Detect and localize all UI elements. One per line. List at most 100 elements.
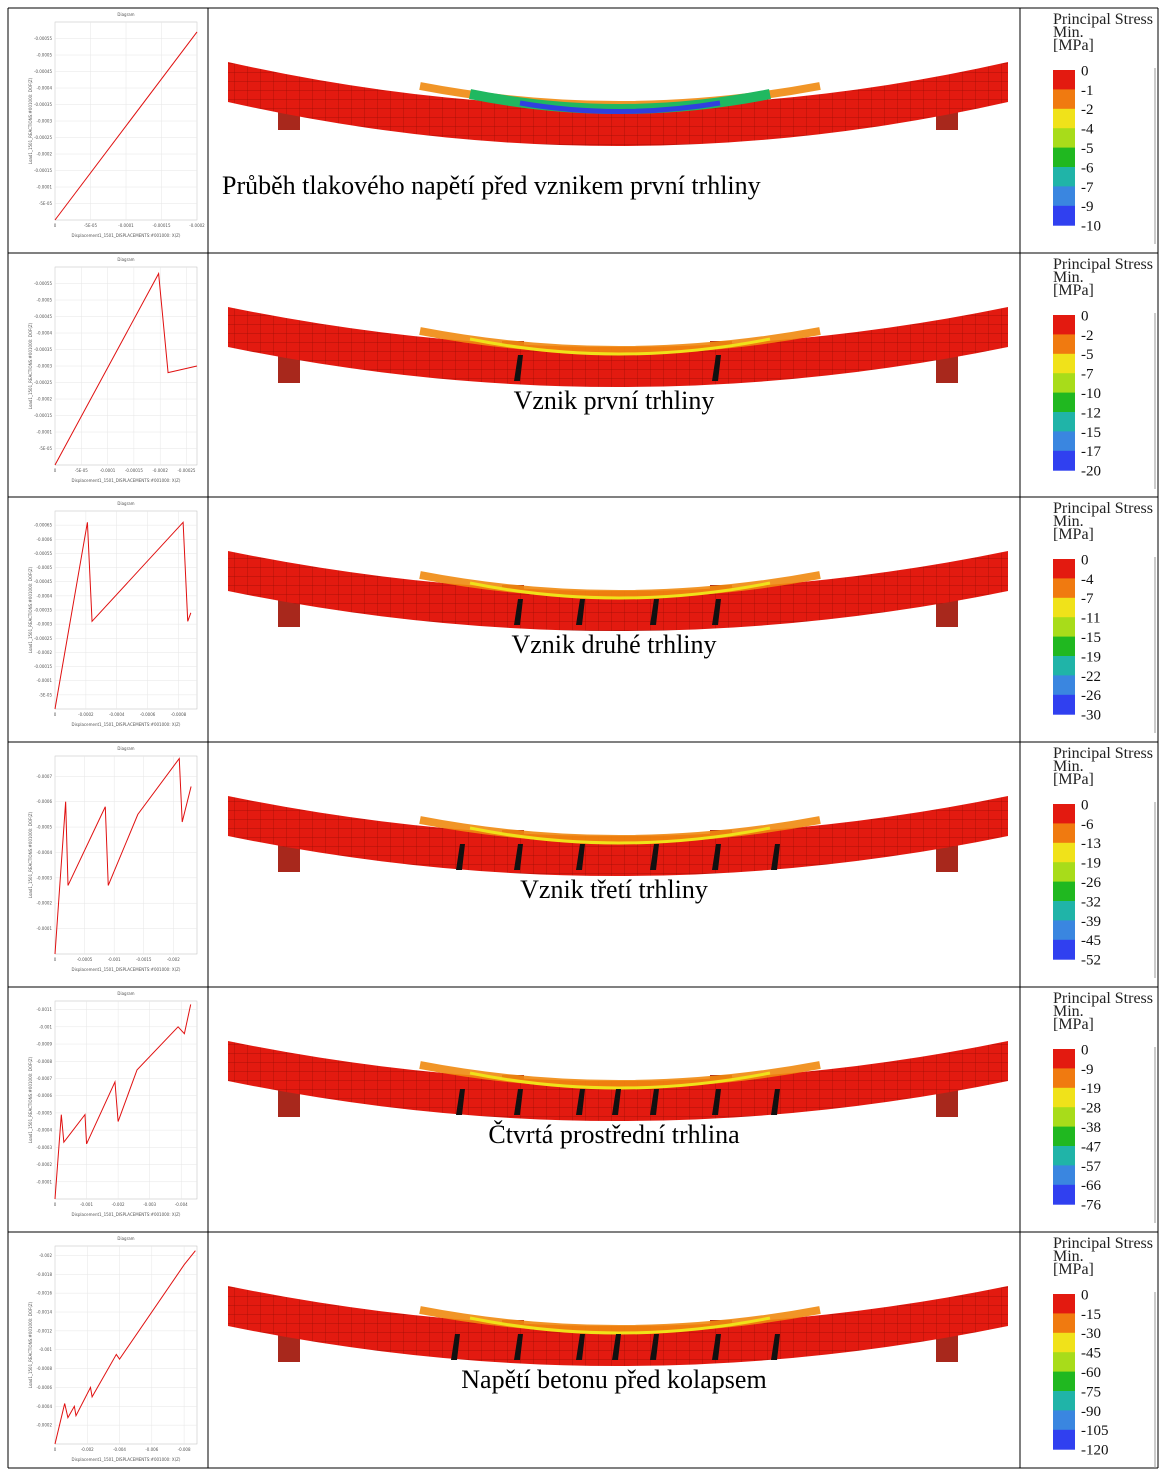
legend-value: -30: [1081, 708, 1101, 724]
x-tick-label: -0.0015: [136, 957, 152, 962]
legend-title: [MPa]: [1053, 1261, 1094, 1278]
y-tick-label: -0.00055: [34, 36, 52, 41]
y-tick-label: -0.0016: [37, 1291, 53, 1296]
legend-title: [MPa]: [1053, 1016, 1094, 1033]
legend-value: -9: [1081, 1062, 1094, 1078]
x-tick-label: -0.003: [143, 1202, 156, 1207]
x-tick-label: -0.00015: [153, 223, 171, 228]
y-tick-label: -5E-05: [39, 446, 53, 451]
y-tick-label: -0.00025: [34, 636, 52, 641]
y-tick-label: -0.0007: [37, 774, 53, 779]
y-tick-label: -5E-05: [39, 692, 53, 697]
legend-swatch: [1053, 128, 1075, 148]
y-tick-label: -0.00015: [34, 168, 52, 173]
y-tick-label: -0.0005: [37, 298, 53, 303]
legend-swatch: [1053, 315, 1075, 335]
caption: Průběh tlakového napětí před vznikem prv…: [222, 171, 761, 200]
y-tick-label: -0.00035: [34, 608, 52, 613]
x-axis-label: Displacement1_1501_DISPLACEMENTS:#001000…: [72, 478, 181, 483]
legend-swatch: [1053, 1430, 1075, 1450]
x-tick-label: -0.0008: [171, 712, 187, 717]
y-tick-label: -0.0006: [37, 537, 53, 542]
legend-value: -9: [1081, 199, 1094, 215]
row: DiagramDisplacement1_1501_DISPLACEMENTS:…: [28, 500, 1155, 733]
legend-swatch: [1053, 148, 1075, 168]
x-axis-label: Displacement1_1501_DISPLACEMENTS:#001000…: [72, 1212, 181, 1217]
legend-value: -66: [1081, 1178, 1101, 1194]
caption: Vznik první trhliny: [514, 386, 715, 415]
legend-value: -19: [1081, 1081, 1101, 1097]
legend-swatch: [1053, 617, 1075, 637]
y-tick-label: -0.0012: [37, 1328, 53, 1333]
y-tick-label: -0.0005: [37, 565, 53, 570]
legend-value: -60: [1081, 1365, 1101, 1381]
y-tick-label: -5E-05: [39, 201, 53, 206]
row: Diagram Displacement1_1501_DISPLACEMENTS:…: [28, 990, 1155, 1223]
x-tick-label: 0: [54, 468, 57, 473]
x-tick-label: -5E-05: [84, 223, 98, 228]
x-tick-label: -0.001: [80, 1202, 93, 1207]
y-tick-label: -0.00035: [34, 102, 52, 107]
legend-swatch: [1053, 1294, 1075, 1314]
x-tick-label: -0.00015: [125, 468, 143, 473]
legend-swatch: [1053, 862, 1075, 882]
legend-swatch: [1053, 920, 1075, 940]
legend-value: -15: [1081, 1307, 1101, 1323]
x-tick-label: -0.00025: [177, 468, 195, 473]
diagram-title: Diagram: [117, 257, 134, 262]
legend-swatch: [1053, 431, 1075, 451]
x-tick-label: -0.0002: [78, 712, 94, 717]
x-axis-label: Displacement1_1501_DISPLACEMENTS:#001000…: [72, 233, 181, 238]
legend-swatch: [1053, 451, 1075, 471]
legend: Principal StressMin.[MPa]0-4-7-11-15-19-…: [1053, 500, 1155, 733]
legend-title: [MPa]: [1053, 771, 1094, 788]
x-tick-label: -0.0005: [77, 957, 93, 962]
legend-value: -10: [1081, 386, 1101, 402]
legend-value: -45: [1081, 1346, 1101, 1362]
legend-swatch: [1053, 334, 1075, 354]
legend-value: -19: [1081, 649, 1101, 665]
y-tick-label: -0.00055: [34, 551, 52, 556]
legend-swatch: [1053, 167, 1075, 187]
caption: Čtvrtá prostřední trhlina: [488, 1120, 740, 1149]
legend-value: -17: [1081, 444, 1101, 460]
x-tick-label: 0: [54, 957, 57, 962]
y-axis-label: Load1_1501_REACTIONS:#001000: DOF(Z): [28, 811, 33, 898]
x-tick-label: -0.002: [112, 1202, 125, 1207]
y-tick-label: -0.0006: [37, 1385, 53, 1390]
legend-value: -10: [1081, 219, 1101, 235]
legend-title: [MPa]: [1053, 37, 1094, 54]
y-tick-label: -0.0018: [37, 1272, 53, 1277]
row: DiagramDisplacement1_1501_DISPLACEMENTS:…: [28, 11, 1155, 244]
legend-swatch: [1053, 823, 1075, 843]
legend-value: -105: [1081, 1423, 1109, 1439]
legend-value: -26: [1081, 688, 1101, 704]
diagram-title: Diagram: [117, 1236, 134, 1241]
x-tick-label: -5E-05: [75, 468, 89, 473]
legend-value: -75: [1081, 1384, 1101, 1400]
row: DiagramDisplacement1_1501_DISPLACEMENTS:…: [28, 1235, 1155, 1468]
y-tick-label: -0.0003: [37, 364, 53, 369]
diagram-title: Diagram: [117, 991, 134, 996]
y-tick-label: -0.00035: [34, 347, 52, 352]
legend-value: -5: [1081, 347, 1094, 363]
legend: Principal StressMin.[MPa]0-15-30-45-60-7…: [1053, 1235, 1155, 1468]
legend-value: -38: [1081, 1120, 1101, 1136]
y-tick-label: -0.0004: [37, 1404, 53, 1409]
legend-value: -28: [1081, 1101, 1101, 1117]
y-tick-label: -0.0006: [37, 1093, 53, 1098]
legend-value: 0: [1081, 797, 1089, 813]
x-tick-label: -0.0006: [140, 712, 156, 717]
row: DiagramDisplacement1_1501_DISPLACEMENTS:…: [28, 745, 1155, 978]
y-tick-label: -0.0002: [37, 650, 53, 655]
legend-swatch: [1053, 804, 1075, 824]
legend-value: -7: [1081, 367, 1094, 383]
x-tick-label: -0.004: [113, 1447, 126, 1452]
legend-value: 0: [1081, 552, 1089, 568]
legend-swatch: [1053, 940, 1075, 960]
y-tick-label: -0.0005: [37, 825, 53, 830]
plot-area: [55, 756, 197, 954]
y-tick-label: -0.0001: [37, 185, 53, 190]
x-tick-label: -0.008: [178, 1447, 191, 1452]
y-tick-label: -0.0002: [37, 1162, 53, 1167]
